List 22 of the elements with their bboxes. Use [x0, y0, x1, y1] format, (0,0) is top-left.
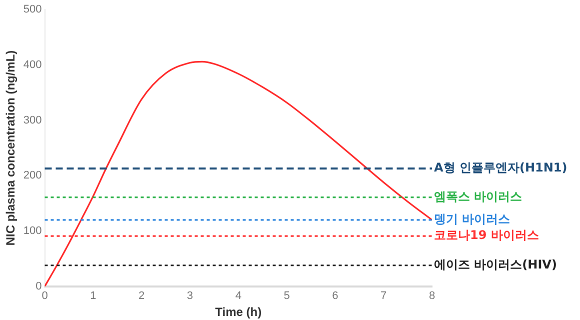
y-tick-label: 200 [23, 170, 42, 182]
ref-line-label: 에이즈 바이러스(HIV) [434, 257, 557, 272]
y-tick-label: 300 [23, 114, 42, 126]
ref-line-label: 뎅기 바이러스 [434, 212, 510, 226]
line-series [44, 60, 432, 286]
y-tick-label: 500 [23, 4, 42, 16]
x-tick-label: 7 [380, 290, 387, 302]
y-tick-label: 100 [23, 225, 42, 238]
y-tick-label: 400 [23, 58, 42, 71]
x-axis-title: Time (h) [215, 305, 262, 320]
x-tick-label: 3 [186, 290, 194, 302]
ref-line-label: A형 인플루엔자(H1N1) [434, 160, 568, 175]
x-tick-label: 2 [138, 290, 145, 302]
x-tick-label: 6 [332, 290, 338, 302]
ref-line-label: 엠폭스 바이러스 [434, 189, 522, 204]
x-tick-label: 8 [428, 290, 436, 302]
x-tick-label: 5 [284, 290, 290, 302]
y-axis-title: NIC plasma concentration (ng/mL) [4, 50, 18, 246]
y-tick-label: 0 [36, 280, 42, 292]
x-tick-label: 1 [90, 290, 96, 302]
ref-line-label: 코로나19 바이러스 [434, 228, 539, 242]
x-tick-label: 4 [235, 290, 242, 302]
